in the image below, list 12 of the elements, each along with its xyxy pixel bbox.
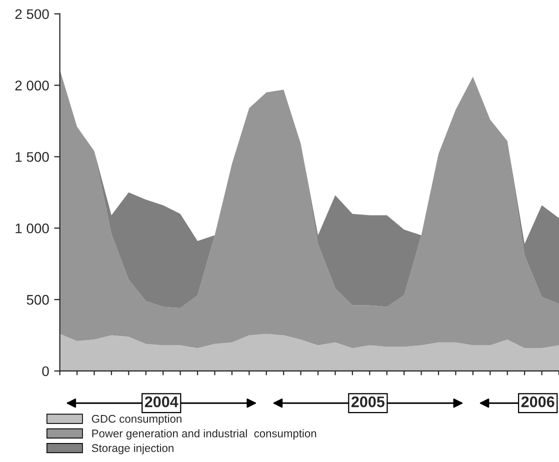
y-tick-label: 500 — [26, 294, 49, 305]
text: 2004 — [144, 396, 178, 408]
legend-label: GDC consumption — [92, 414, 182, 425]
legend-label: Power generation and industrial consumption — [92, 429, 316, 440]
y-tick-label: 2 000 — [15, 80, 49, 90]
y-tick-label: 1 000 — [16, 223, 49, 234]
text: 2005 — [351, 396, 384, 408]
y-tick-label: 0 — [42, 366, 49, 376]
y-tick-label: 2 500 — [15, 9, 49, 20]
text: 2006 — [521, 396, 554, 408]
legend-label: Storage injection — [92, 444, 174, 454]
y-tick-label: 1 500 — [16, 152, 49, 162]
